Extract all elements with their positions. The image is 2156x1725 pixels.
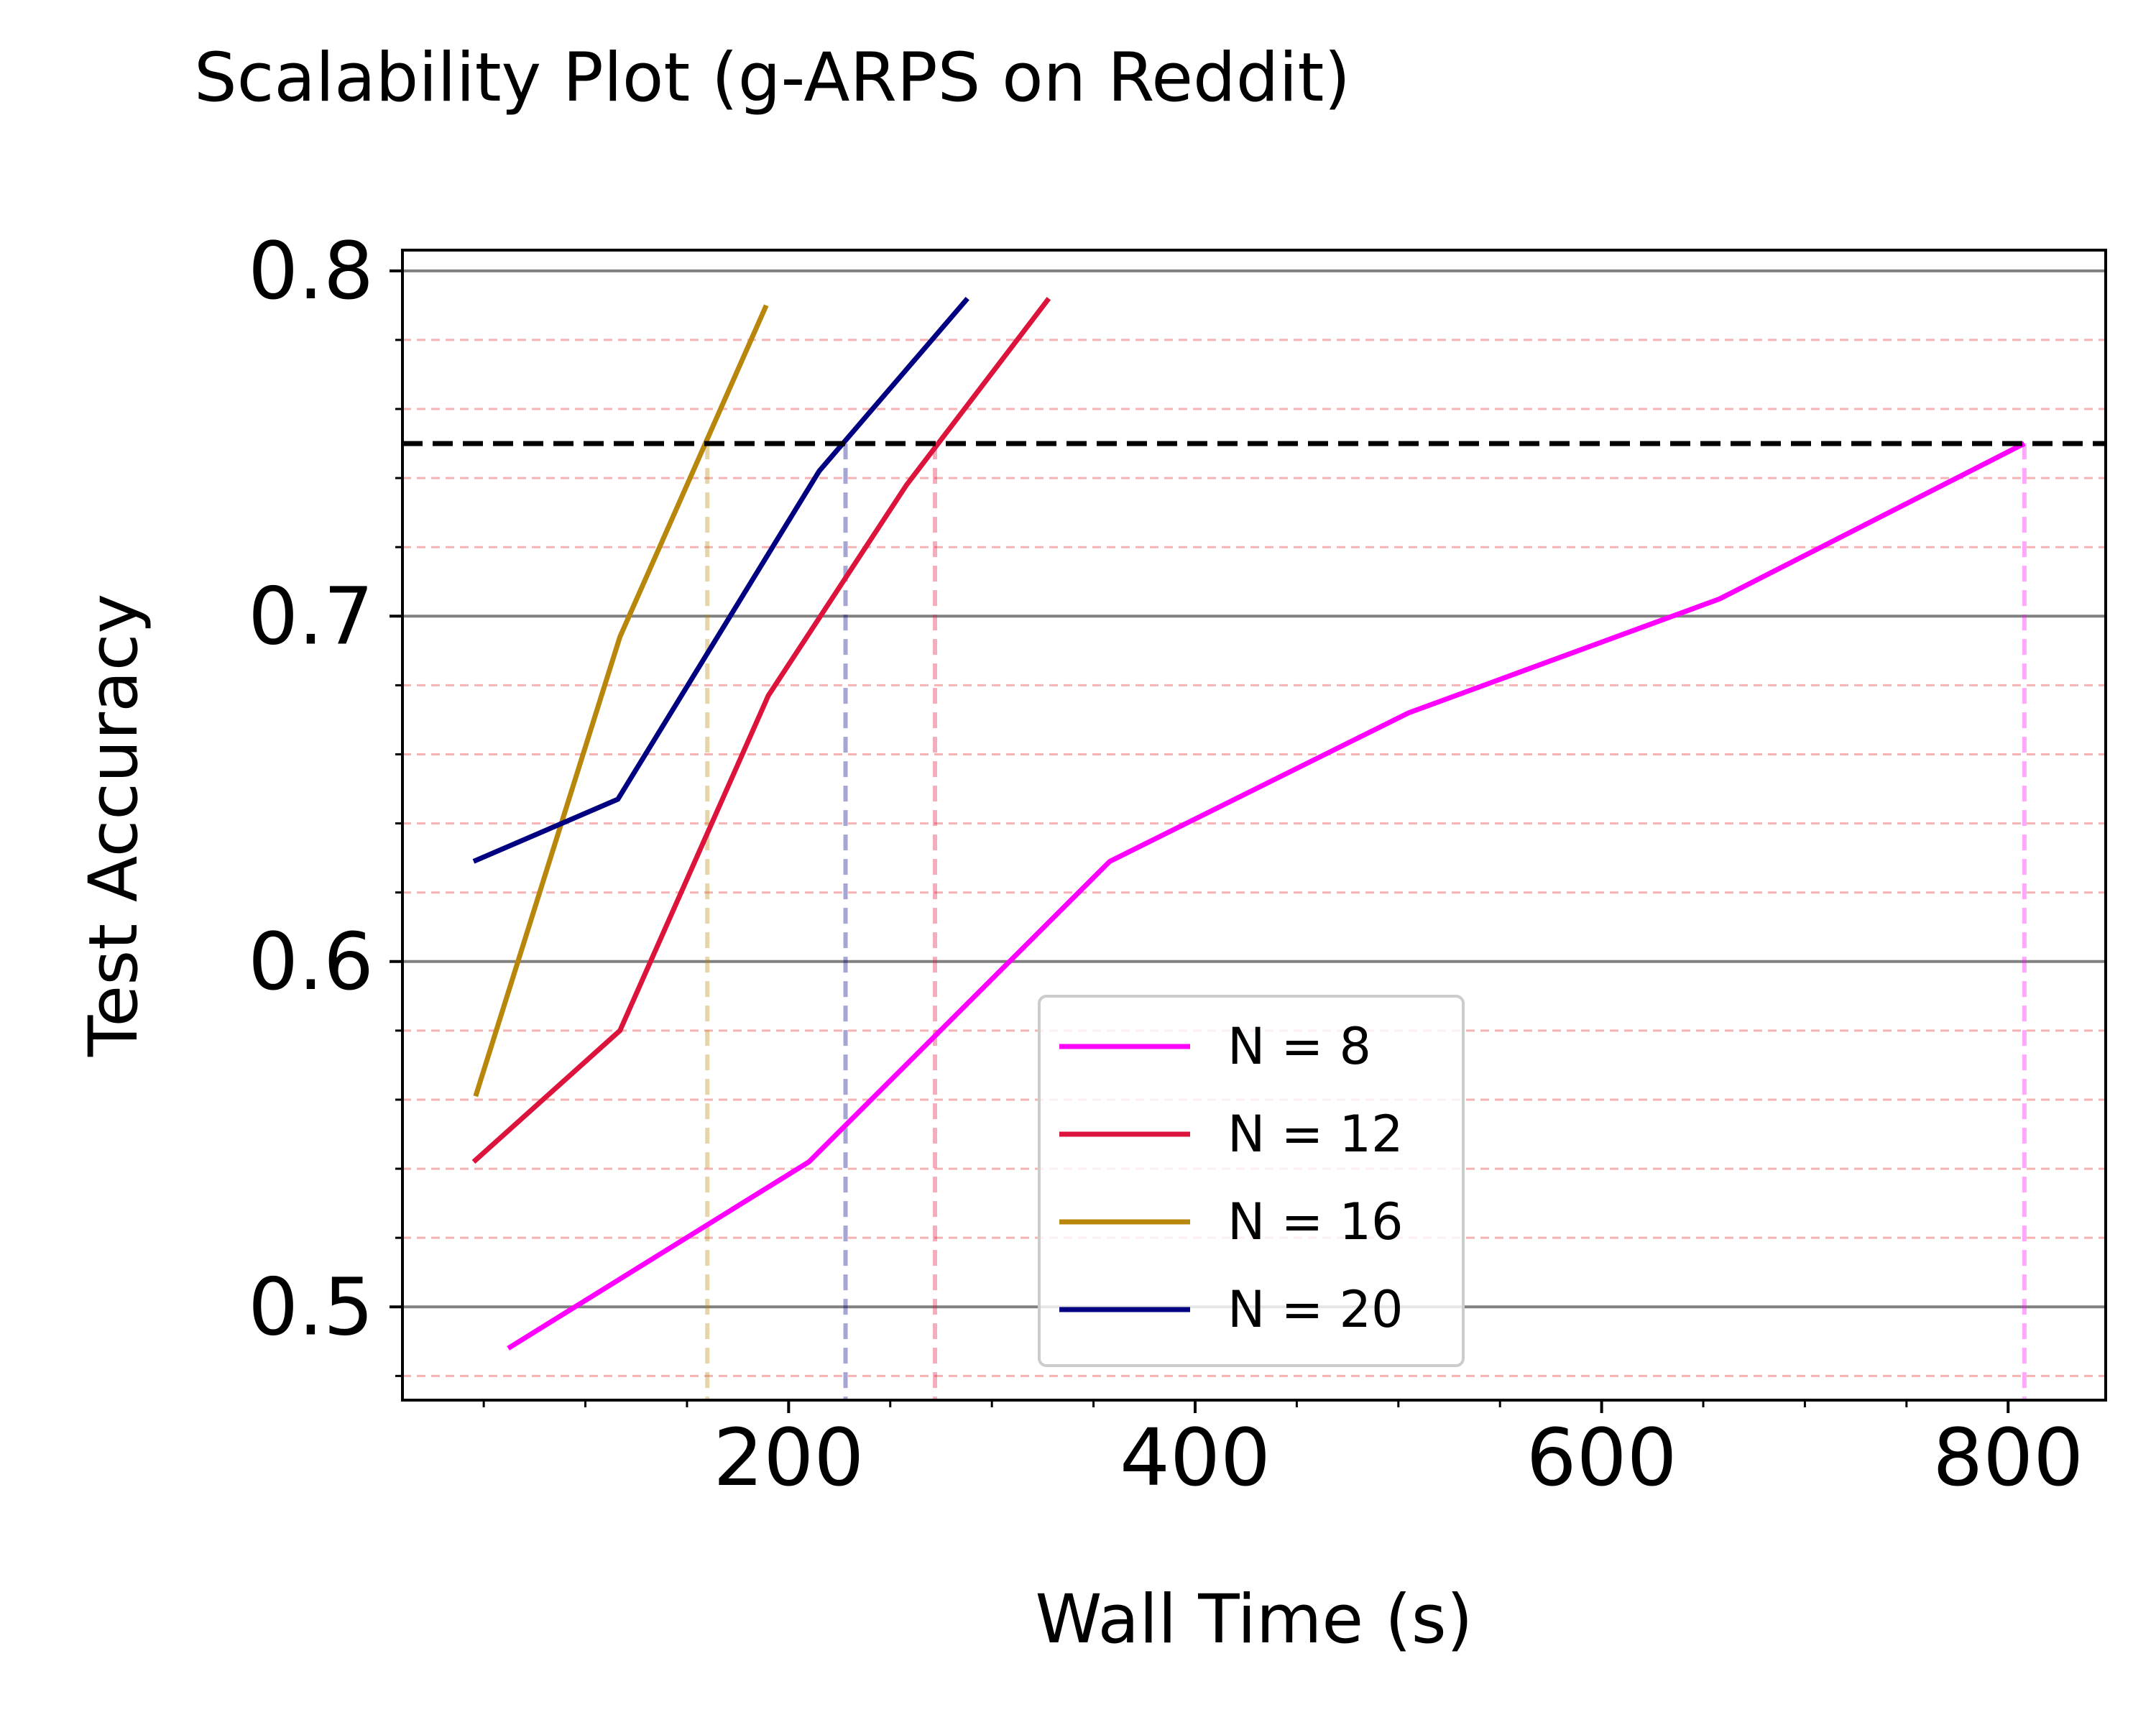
y-tick-label: 0.8 — [248, 225, 374, 317]
series-line — [472, 296, 969, 864]
plot-frame — [401, 249, 2107, 1402]
y-axis-label: Test Accuracy — [75, 594, 153, 1057]
legend-label: N = 20 — [1227, 1280, 1404, 1339]
y-tick-label: 0.7 — [248, 570, 374, 662]
x-tick-label: 800 — [1932, 1412, 2083, 1504]
series-line — [473, 304, 769, 1098]
series-line — [471, 297, 1051, 1164]
x-tick-label: 200 — [713, 1412, 864, 1504]
legend-label: N = 12 — [1227, 1105, 1404, 1164]
series-lines — [402, 296, 2106, 1351]
legend-label: N = 16 — [1227, 1192, 1404, 1251]
x-axis-label: Wall Time (s) — [1036, 1581, 1473, 1659]
chart-title: Scalability Plot (g-ARPS on Reddit) — [194, 39, 1350, 117]
legend-label: N = 8 — [1227, 1017, 1371, 1076]
legend-box — [1038, 995, 1465, 1367]
y-tick-label: 0.6 — [248, 916, 374, 1008]
x-tick-label: 600 — [1526, 1412, 1677, 1504]
x-tick-label: 400 — [1120, 1412, 1271, 1504]
series-line — [507, 441, 2026, 1351]
y-tick-label: 0.5 — [248, 1261, 374, 1353]
axis-ticks: 200 400 600 800 0.5 0.6 0.7 0.8 — [248, 225, 2083, 1504]
legend: N = 8 N = 12 N = 16 N = 20 — [1038, 995, 1465, 1367]
